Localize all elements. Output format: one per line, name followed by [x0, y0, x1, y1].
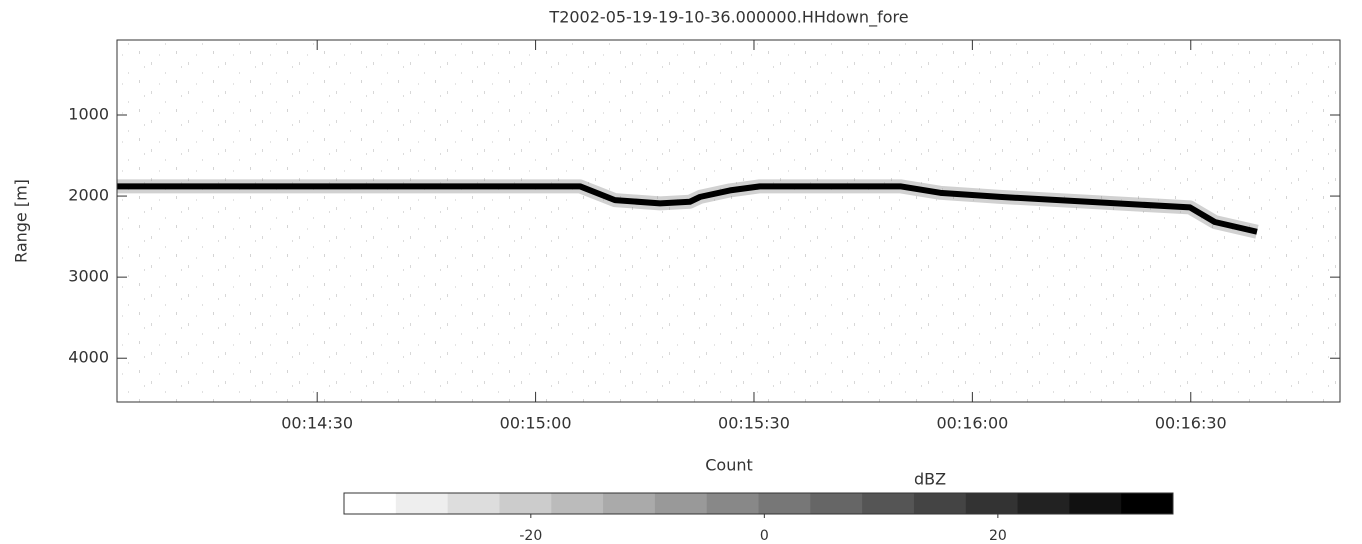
x-tick-label: 00:15:00 — [500, 414, 572, 433]
colorbar-step — [965, 493, 1019, 514]
colorbar-step — [1017, 493, 1070, 514]
y-tick-label: 4000 — [68, 348, 109, 367]
colorbar-step — [447, 493, 500, 514]
y-axis-label: Range [m] — [12, 179, 31, 263]
background-noise — [117, 40, 1340, 402]
colorbar-step — [603, 493, 656, 514]
colorbar-tick-label: 20 — [989, 528, 1007, 544]
colorbar-label: dBZ — [914, 470, 946, 489]
colorbar-step — [810, 493, 863, 514]
x-axis-label: Count — [705, 456, 753, 475]
colorbar-frame — [343, 492, 1174, 515]
colorbar-step — [395, 493, 449, 514]
x-tick-label: 00:16:00 — [936, 414, 1008, 433]
y-tick-label: 1000 — [68, 104, 109, 123]
y-tick-label: 3000 — [68, 267, 109, 286]
plot-frame — [116, 39, 1341, 403]
surface-echo — [117, 183, 1258, 235]
colorbar-step — [1069, 493, 1122, 514]
x-tick-label: 00:15:30 — [718, 414, 790, 433]
chart-title: T2002-05-19-19-10-36.000000.HHdown_fore — [548, 8, 908, 28]
colorbar-step — [1121, 493, 1174, 514]
colorbar-step — [913, 493, 967, 514]
colorbar-step — [551, 493, 604, 514]
x-tick-label: 00:14:30 — [281, 414, 353, 433]
colorbar-step — [706, 493, 759, 514]
colorbar-tick-label: -20 — [519, 528, 542, 544]
colorbar-step — [344, 493, 397, 514]
colorbar-step — [862, 493, 915, 514]
y-tick-label: 2000 — [68, 186, 109, 205]
colorbar-tick-label: 0 — [760, 528, 769, 544]
colorbar-step — [499, 493, 552, 514]
colorbar-step — [654, 493, 708, 514]
x-tick-label: 00:16:30 — [1155, 414, 1227, 433]
colorbar-step — [758, 493, 811, 514]
